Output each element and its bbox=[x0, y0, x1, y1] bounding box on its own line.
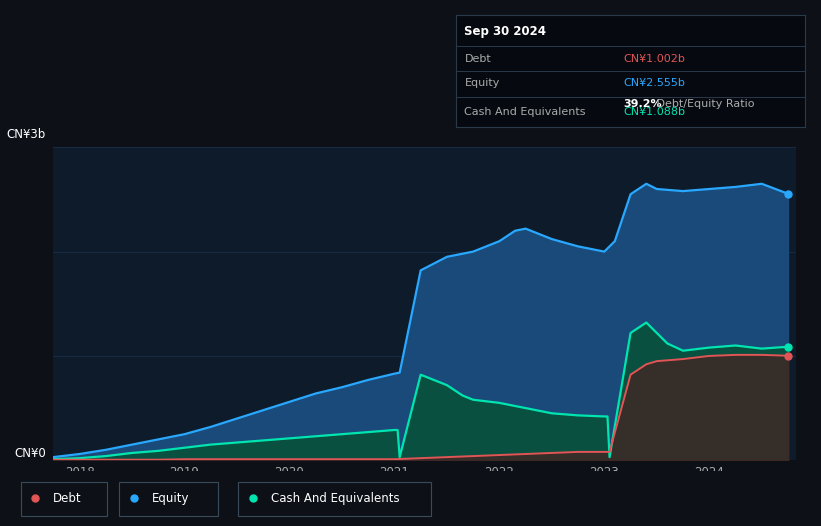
Text: Debt: Debt bbox=[465, 54, 491, 64]
Text: Cash And Equivalents: Cash And Equivalents bbox=[271, 492, 400, 505]
Text: CN¥1.002b: CN¥1.002b bbox=[623, 54, 685, 64]
Text: Equity: Equity bbox=[152, 492, 190, 505]
Text: Equity: Equity bbox=[465, 78, 500, 88]
Text: CN¥2.555b: CN¥2.555b bbox=[623, 78, 685, 88]
Text: Debt/Equity Ratio: Debt/Equity Ratio bbox=[653, 99, 754, 109]
Text: Sep 30 2024: Sep 30 2024 bbox=[465, 25, 547, 38]
Text: Cash And Equivalents: Cash And Equivalents bbox=[465, 107, 586, 117]
Text: CN¥0: CN¥0 bbox=[14, 447, 46, 460]
Text: 39.2%: 39.2% bbox=[623, 99, 662, 109]
Text: CN¥3b: CN¥3b bbox=[7, 128, 46, 141]
Text: CN¥1.088b: CN¥1.088b bbox=[623, 107, 686, 117]
Text: Debt: Debt bbox=[53, 492, 82, 505]
